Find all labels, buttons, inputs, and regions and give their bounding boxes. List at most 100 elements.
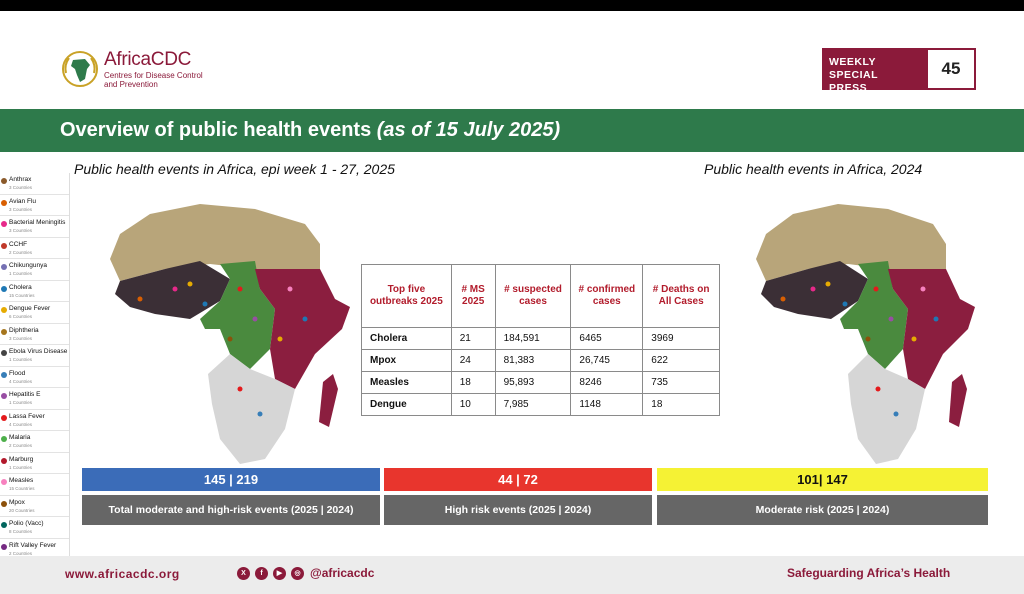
table-cell-disease: Dengue [361, 393, 452, 416]
legend-item-name: Bacterial Meningitis [9, 219, 66, 226]
legend-item-name: Diphtheria [9, 326, 39, 334]
legend-marker-icon [1, 285, 7, 292]
table-row: Cholera 21 184,591 6465 3969 [361, 327, 720, 350]
legend-item-count: 1 Countries [9, 357, 33, 362]
legend-item-count: 1 Countries [9, 464, 33, 470]
legend-item-name: Lassa Fever [9, 412, 45, 420]
legend-item-count: 3 Countries [9, 206, 33, 212]
logo-subtitle-line-2: and Prevention [104, 80, 158, 89]
instagram-icon[interactable]: ◎ [291, 566, 304, 580]
footer: www.africacdc.org X f ▶ ◎ @africacdc Saf… [0, 556, 1024, 594]
legend-item: Hepatitis E 1 Countries [0, 388, 69, 410]
briefing-label-line-2: PRESS BRIEFING [829, 82, 884, 107]
legend-item-name: Chikungunya [9, 262, 47, 269]
legend-item-count: 3 Countries [9, 185, 33, 190]
legend-item: Mpox 20 Countries [0, 496, 69, 517]
table-row: Dengue 10 7,985 1148 18 [361, 393, 720, 416]
legend-item: Measles 15 Countries [0, 474, 69, 496]
table-header-suspected: # suspected cases [494, 264, 572, 328]
africacdc-logo: AfricaCDC Centres for Disease Control an… [60, 49, 203, 89]
legend-item-name: Hepatitis E [9, 391, 41, 398]
table-cell: 95,893 [494, 371, 572, 394]
table-cell: 81,383 [494, 349, 572, 372]
legend-marker-icon [1, 543, 7, 550]
website-link[interactable]: www.africacdc.org [65, 567, 180, 581]
legend-item-name: Mpox [9, 498, 25, 506]
map-region-central [200, 261, 275, 369]
page-title: Overview of public health events (as of … [60, 119, 560, 142]
legend-item: Ebola Virus Disease 1 Countries [0, 345, 69, 367]
legend-item: Dengue Fever 6 Countries [0, 302, 69, 324]
legend-item-name: Measles [9, 477, 34, 484]
legend-item-count: 2 Countries [9, 443, 33, 448]
legend-marker-icon [1, 414, 7, 421]
title-date: (as of 15 July 2025) [376, 119, 561, 141]
legend-item-name: Rift Valley Fever [9, 541, 57, 549]
facebook-icon[interactable]: f [255, 566, 268, 580]
table-cell: 26,745 [570, 349, 644, 372]
legend-marker-icon [1, 371, 7, 378]
map-region-central [840, 261, 908, 369]
table-cell: 1148 [570, 393, 644, 416]
legend-item: Diphtheria 3 Countries [0, 324, 69, 345]
legend-item-count: 15 Countries [9, 486, 35, 491]
table-cell-disease: Measles [361, 371, 452, 394]
legend-marker-icon [1, 221, 7, 227]
map-event-markers [137, 281, 308, 417]
x-icon[interactable]: X [237, 566, 250, 580]
legend-item-name: Flood [9, 369, 26, 377]
legend-item-name: Ebola Virus Disease [9, 348, 68, 355]
africa-map-2024 [756, 204, 975, 464]
table-cell: 184,591 [494, 327, 572, 350]
logo-subtitle-line-1: Centres for Disease Control [104, 71, 203, 80]
legend-item: Flood 4 Countries [0, 367, 69, 388]
stat-high-risk-value-text: 44 | 72 [498, 472, 538, 487]
table-cell: 18 [450, 371, 496, 394]
table-cell-disease: Mpox [361, 349, 452, 372]
social-links: X f ▶ ◎ @africacdc [237, 566, 374, 580]
legend-item-name: Anthrax [9, 176, 32, 183]
stat-moderate-value-text: 101| 147 [797, 472, 848, 487]
legend-item-count: 2 Countries [9, 550, 33, 556]
table-cell: 24 [450, 349, 496, 372]
table-header-confirmed: # confirmed cases [570, 264, 644, 328]
map-legend: Anthrax 3 Countries Avian Flu 3 Countries Ba… [0, 173, 70, 563]
legend-item: Avian Flu 3 Countries [0, 195, 69, 216]
map-region-madagascar [949, 374, 967, 427]
youtube-icon[interactable]: ▶ [273, 566, 286, 580]
table-header-row: Top five outbreaks 2025 # MS 2025 # susp… [361, 264, 720, 328]
briefing-label: WEEKLY SPECIAL PRESS BRIEFING [824, 50, 928, 107]
legend-marker-icon [1, 307, 7, 313]
legend-item-count: 6 Countries [9, 314, 33, 319]
table-cell: 3969 [642, 327, 720, 350]
press-briefing-badge: WEEKLY SPECIAL PRESS BRIEFING 45 [822, 48, 976, 107]
stat-total-label: Total moderate and high-risk events (202… [82, 495, 380, 525]
stat-total-value-text: 145 | 219 [203, 472, 259, 487]
africa-map-2025 [110, 204, 350, 464]
legend-item: Chikungunya 1 Countries [0, 259, 69, 281]
map-region-east [888, 269, 975, 389]
map-region-south [848, 354, 925, 464]
social-handle[interactable]: @africacdc [310, 566, 375, 580]
stat-moderate-label: Moderate risk (2025 | 2024) [657, 495, 988, 525]
legend-item: Malaria 2 Countries [0, 431, 69, 453]
legend-marker-icon [1, 178, 7, 184]
table-cell: 21 [450, 327, 496, 350]
table-body: Cholera 21 184,591 6465 3969 Mpox 24 81,383 26,7… [361, 327, 720, 416]
legend-marker-icon [1, 522, 7, 528]
table-cell-disease: Cholera [361, 327, 452, 350]
top-outbreaks-table: Top five outbreaks 2025 # MS 2025 # susp… [361, 264, 720, 416]
slide: AfricaCDC Centres for Disease Control an… [0, 11, 1024, 594]
title-text: Overview of public health events [60, 119, 377, 141]
legend-item-name: CCHF [9, 240, 28, 248]
map-title-2024: Public health events in Africa, 2024 [704, 161, 923, 177]
legend-item-name: Avian Flu [9, 197, 36, 205]
table-cell: 6465 [570, 327, 644, 350]
map-event-markers [780, 281, 939, 417]
legend-item-count: 1 Countries [9, 400, 33, 405]
map-region-west [115, 261, 230, 319]
legend-item-count: 4 Countries [9, 378, 33, 384]
legend-item-name: Polio (Vacc) [9, 520, 44, 527]
table-cell: 622 [642, 349, 720, 372]
table-cell: 10 [450, 393, 496, 416]
